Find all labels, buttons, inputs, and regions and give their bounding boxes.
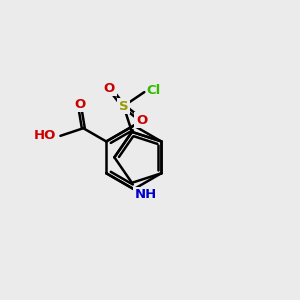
Text: O: O: [74, 98, 85, 111]
Text: HO: HO: [34, 129, 57, 142]
Text: S: S: [119, 100, 128, 112]
Text: Cl: Cl: [147, 84, 161, 97]
Text: O: O: [104, 82, 115, 94]
Text: O: O: [136, 114, 147, 127]
Text: NH: NH: [134, 188, 157, 201]
